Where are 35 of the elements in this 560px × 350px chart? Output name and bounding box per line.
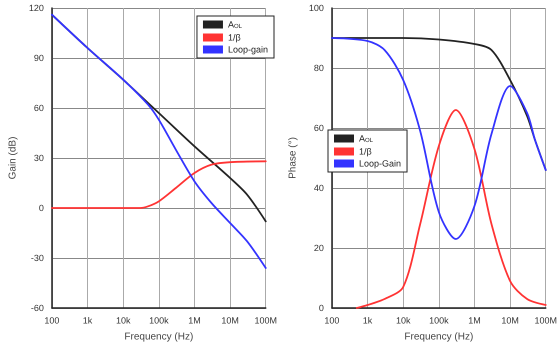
legend-label: 1/β <box>359 146 372 156</box>
legend-label: Loop-Gain <box>359 158 402 168</box>
y-tick-label: 0 <box>38 203 44 213</box>
y-tick-label: 100 <box>308 3 324 13</box>
y-tick-label: 80 <box>314 63 324 73</box>
x-tick-label: 100 <box>324 316 340 326</box>
x-tick-label: 10M <box>221 316 239 326</box>
y-tick-label: 60 <box>314 123 324 133</box>
x-tick-label: 100k <box>149 316 170 326</box>
x-tick-label: 10M <box>501 316 519 326</box>
x-tick-label: 1M <box>468 316 481 326</box>
y-tick-label: 30 <box>34 153 44 163</box>
y-tick-label: 40 <box>314 183 324 193</box>
x-axis-title: Frequency (Hz) <box>404 332 474 342</box>
x-tick-label: 1M <box>188 316 201 326</box>
x-tick-label: 100M <box>534 316 557 326</box>
x-tick-label: 10k <box>396 316 411 326</box>
y-tick-label: 120 <box>28 3 44 13</box>
legend-label: 1/β <box>228 32 241 42</box>
y-axis-title: Phase (°) <box>288 137 298 179</box>
y-tick-label: -60 <box>30 303 44 313</box>
x-tick-label: 100k <box>429 316 450 326</box>
y-axis-title: Gain (dB) <box>8 136 18 180</box>
x-tick-label: 10k <box>116 316 131 326</box>
y-tick-label: -30 <box>30 253 44 263</box>
y-tick-label: 20 <box>314 243 324 253</box>
x-tick-label: 100 <box>44 316 60 326</box>
x-axis-title: Frequency (Hz) <box>124 332 194 342</box>
y-tick-label: 60 <box>34 103 44 113</box>
x-tick-label: 100M <box>254 316 277 326</box>
legend-label: Loop-gain <box>228 44 268 54</box>
x-tick-label: 1k <box>82 316 93 326</box>
y-tick-label: 0 <box>318 303 324 313</box>
x-tick-label: 1k <box>362 316 373 326</box>
y-tick-label: 90 <box>34 53 44 63</box>
